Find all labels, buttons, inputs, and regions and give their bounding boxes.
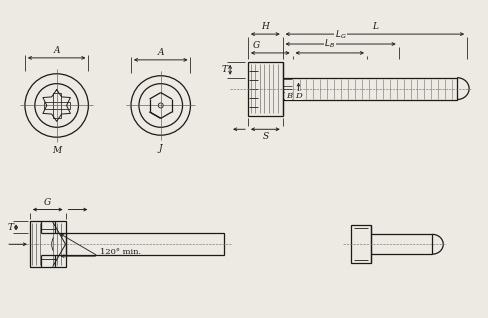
Text: A: A [157,48,163,57]
Text: $L_G$: $L_G$ [334,29,346,41]
Text: 120° min.: 120° min. [100,248,141,256]
Text: G: G [252,41,260,50]
Bar [370,234,431,254]
Bar [247,62,282,116]
Text: L: L [371,22,377,31]
Text: T: T [221,65,227,74]
Bar [65,233,224,255]
Text: J: J [159,144,162,153]
Text: A: A [53,46,60,55]
Text: H: H [261,22,269,31]
Text: D: D [295,92,302,100]
Bar [53,93,61,118]
Text: B: B [285,92,291,100]
Bar [30,221,65,267]
Bar [282,78,456,100]
Text: T: T [8,223,14,232]
Text: S: S [262,132,268,141]
Text: $L_B$: $L_B$ [324,38,335,50]
Bar [350,225,370,263]
Text: G: G [44,197,51,207]
Text: M: M [52,146,61,155]
Bar [44,101,69,109]
